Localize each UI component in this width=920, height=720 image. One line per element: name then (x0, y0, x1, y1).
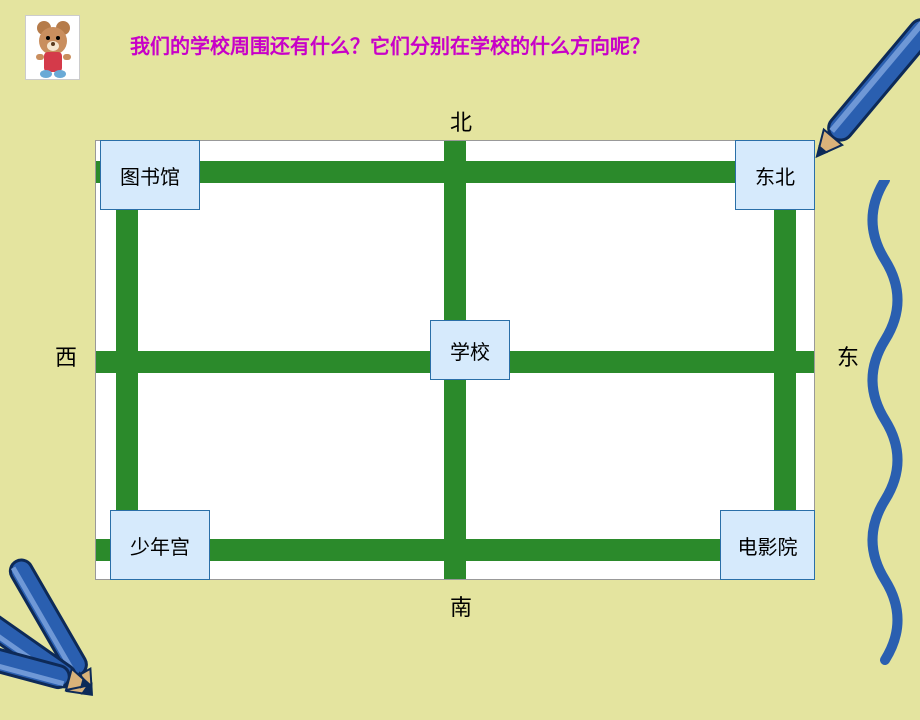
loc-center: 学校 (430, 320, 510, 380)
loc-northwest: 图书馆 (100, 140, 200, 210)
bear-icon (25, 15, 80, 80)
question-title: 我们的学校周围还有什么？它们分别在学校的什么方向呢？ (130, 30, 650, 59)
dir-north: 北 (450, 105, 472, 137)
dir-west: 西 (55, 340, 77, 372)
dir-south: 南 (450, 590, 472, 622)
loc-northeast: 东北 (735, 140, 815, 210)
loc-southeast: 电影院 (720, 510, 815, 580)
squiggle-right-icon (855, 180, 915, 680)
pencils-bottom-left-icon (0, 520, 180, 720)
pencil-top-right-icon (810, 0, 920, 190)
